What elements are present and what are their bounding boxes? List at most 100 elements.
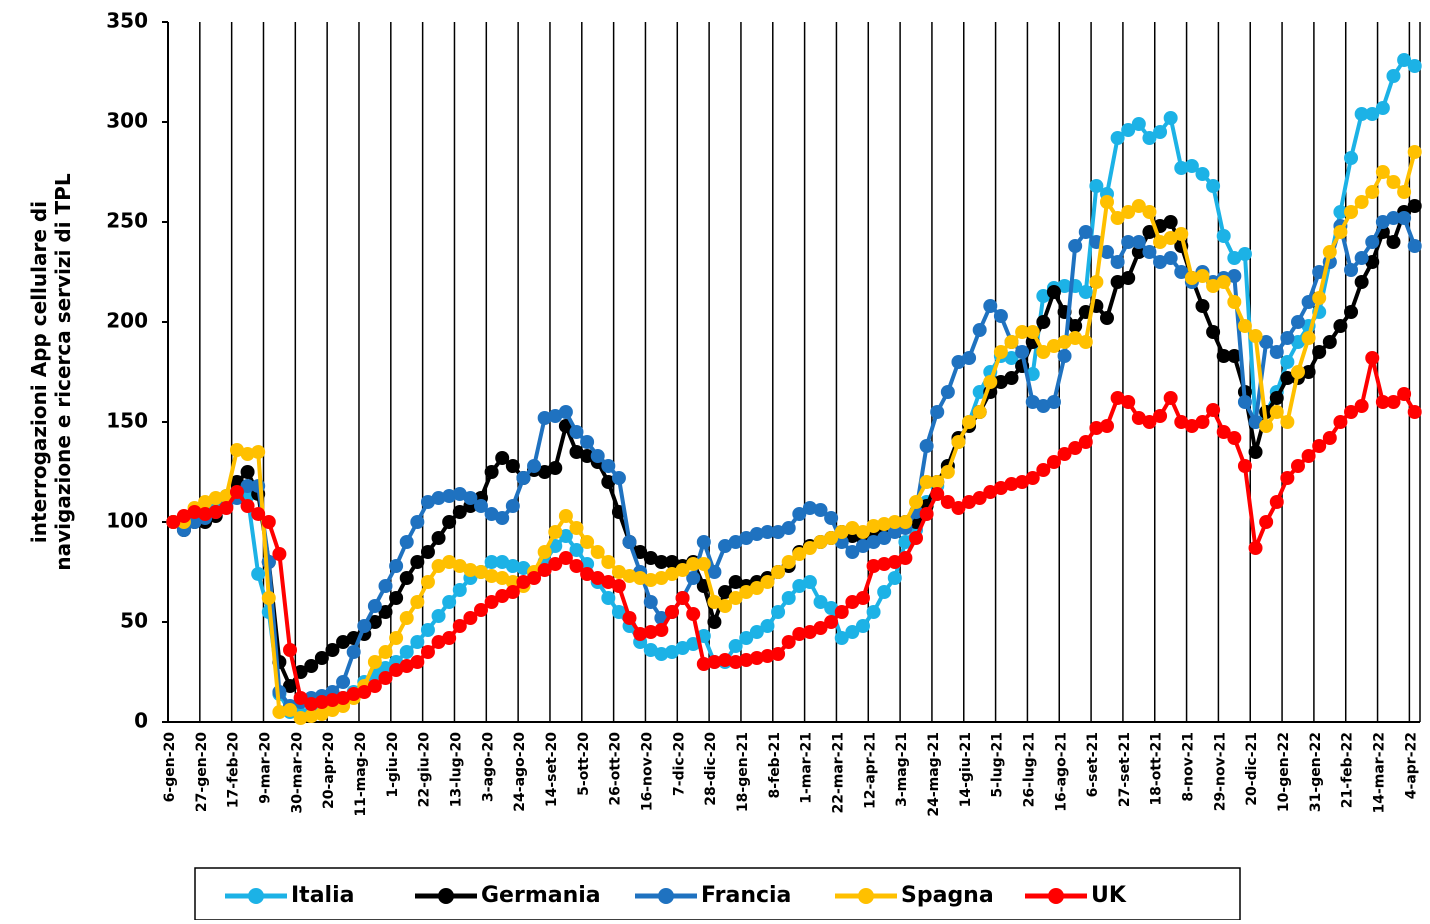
data-point [919,439,934,453]
data-point [484,507,499,521]
data-point [771,647,786,661]
data-point [569,425,584,439]
data-point [240,447,255,461]
data-point [198,495,213,509]
data-point [283,679,298,693]
data-point [643,573,658,587]
data-point [749,625,764,639]
data-point [707,565,722,579]
data-point [1195,269,1210,283]
data-point [1046,455,1061,469]
data-point [855,591,870,605]
data-point [1025,395,1040,409]
data-point [728,591,743,605]
data-point [537,545,552,559]
data-point [1110,211,1125,225]
data-point [1121,235,1136,249]
data-point [1248,445,1263,459]
data-point [474,565,488,579]
data-point [1206,279,1221,293]
data-point [590,571,605,585]
data-point [548,409,563,423]
data-point [1089,179,1104,193]
x-tick-label: 22-mar-21 [830,732,846,814]
data-point [452,619,467,633]
data-point [1078,335,1093,349]
x-tick-label: 21-feb-22 [1340,732,1356,808]
x-tick-label: 31-gen-22 [1308,732,1324,812]
data-point [1216,349,1231,363]
data-point [760,575,775,589]
data-point [314,707,329,721]
data-point [1407,405,1422,419]
data-point [389,559,404,573]
data-point [1163,391,1178,405]
data-point [1365,107,1380,121]
data-point [1290,365,1305,379]
data-point [1259,515,1274,529]
y-tick-label: 0 [134,709,148,733]
data-point [654,647,669,661]
data-point [760,619,775,633]
x-tick-label: 8-nov-21 [1181,732,1197,802]
data-point [558,551,573,565]
data-point [909,495,924,509]
data-point [1269,345,1284,359]
data-point [1227,349,1242,363]
legend-label: UK [1091,883,1127,908]
data-point [378,671,393,685]
data-point [336,635,351,649]
data-point [1375,101,1390,115]
data-point [1333,205,1348,219]
data-point [993,481,1008,495]
data-point [696,657,711,671]
data-point [1290,459,1305,473]
data-point [452,487,467,501]
data-point [1269,495,1284,509]
data-point [495,451,510,465]
data-point [845,545,860,559]
data-point [1142,225,1157,239]
data-point [495,571,510,585]
data-point [1312,439,1327,453]
data-point [420,575,435,589]
data-point [792,507,807,521]
data-point [972,385,987,399]
data-point [696,557,711,571]
data-point [1110,255,1125,269]
data-point [866,519,881,533]
data-point [993,309,1008,323]
y-tick-label: 200 [106,309,148,333]
data-point [1290,315,1305,329]
data-point [1153,255,1168,269]
data-point [1407,199,1422,213]
data-point [834,525,849,539]
data-point [739,631,754,645]
y-axis-label: interrogazioni App cellulare di navigazi… [27,173,75,570]
data-point [229,443,244,457]
data-point [1386,211,1401,225]
data-point [824,511,839,525]
x-tick-label: 20-dic-21 [1244,732,1260,806]
data-point [771,605,786,619]
data-point [1015,475,1030,489]
data-point [399,645,414,659]
x-tick-label: 13-lug-20 [448,732,464,808]
data-point [1046,285,1061,299]
data-point [813,535,828,549]
data-point [1131,117,1146,131]
data-point [1280,355,1295,369]
data-point [261,591,276,605]
data-point [198,507,213,521]
data-point [410,595,425,609]
data-point [442,631,457,645]
data-point [336,691,351,705]
data-point [802,541,817,555]
data-point [1322,431,1337,445]
data-point [442,555,457,569]
data-point [495,589,510,603]
data-point [389,631,404,645]
x-tick-label: 24-mag-21 [926,732,942,817]
x-tick-label: 30-mar-20 [289,732,305,814]
data-point [951,501,966,515]
